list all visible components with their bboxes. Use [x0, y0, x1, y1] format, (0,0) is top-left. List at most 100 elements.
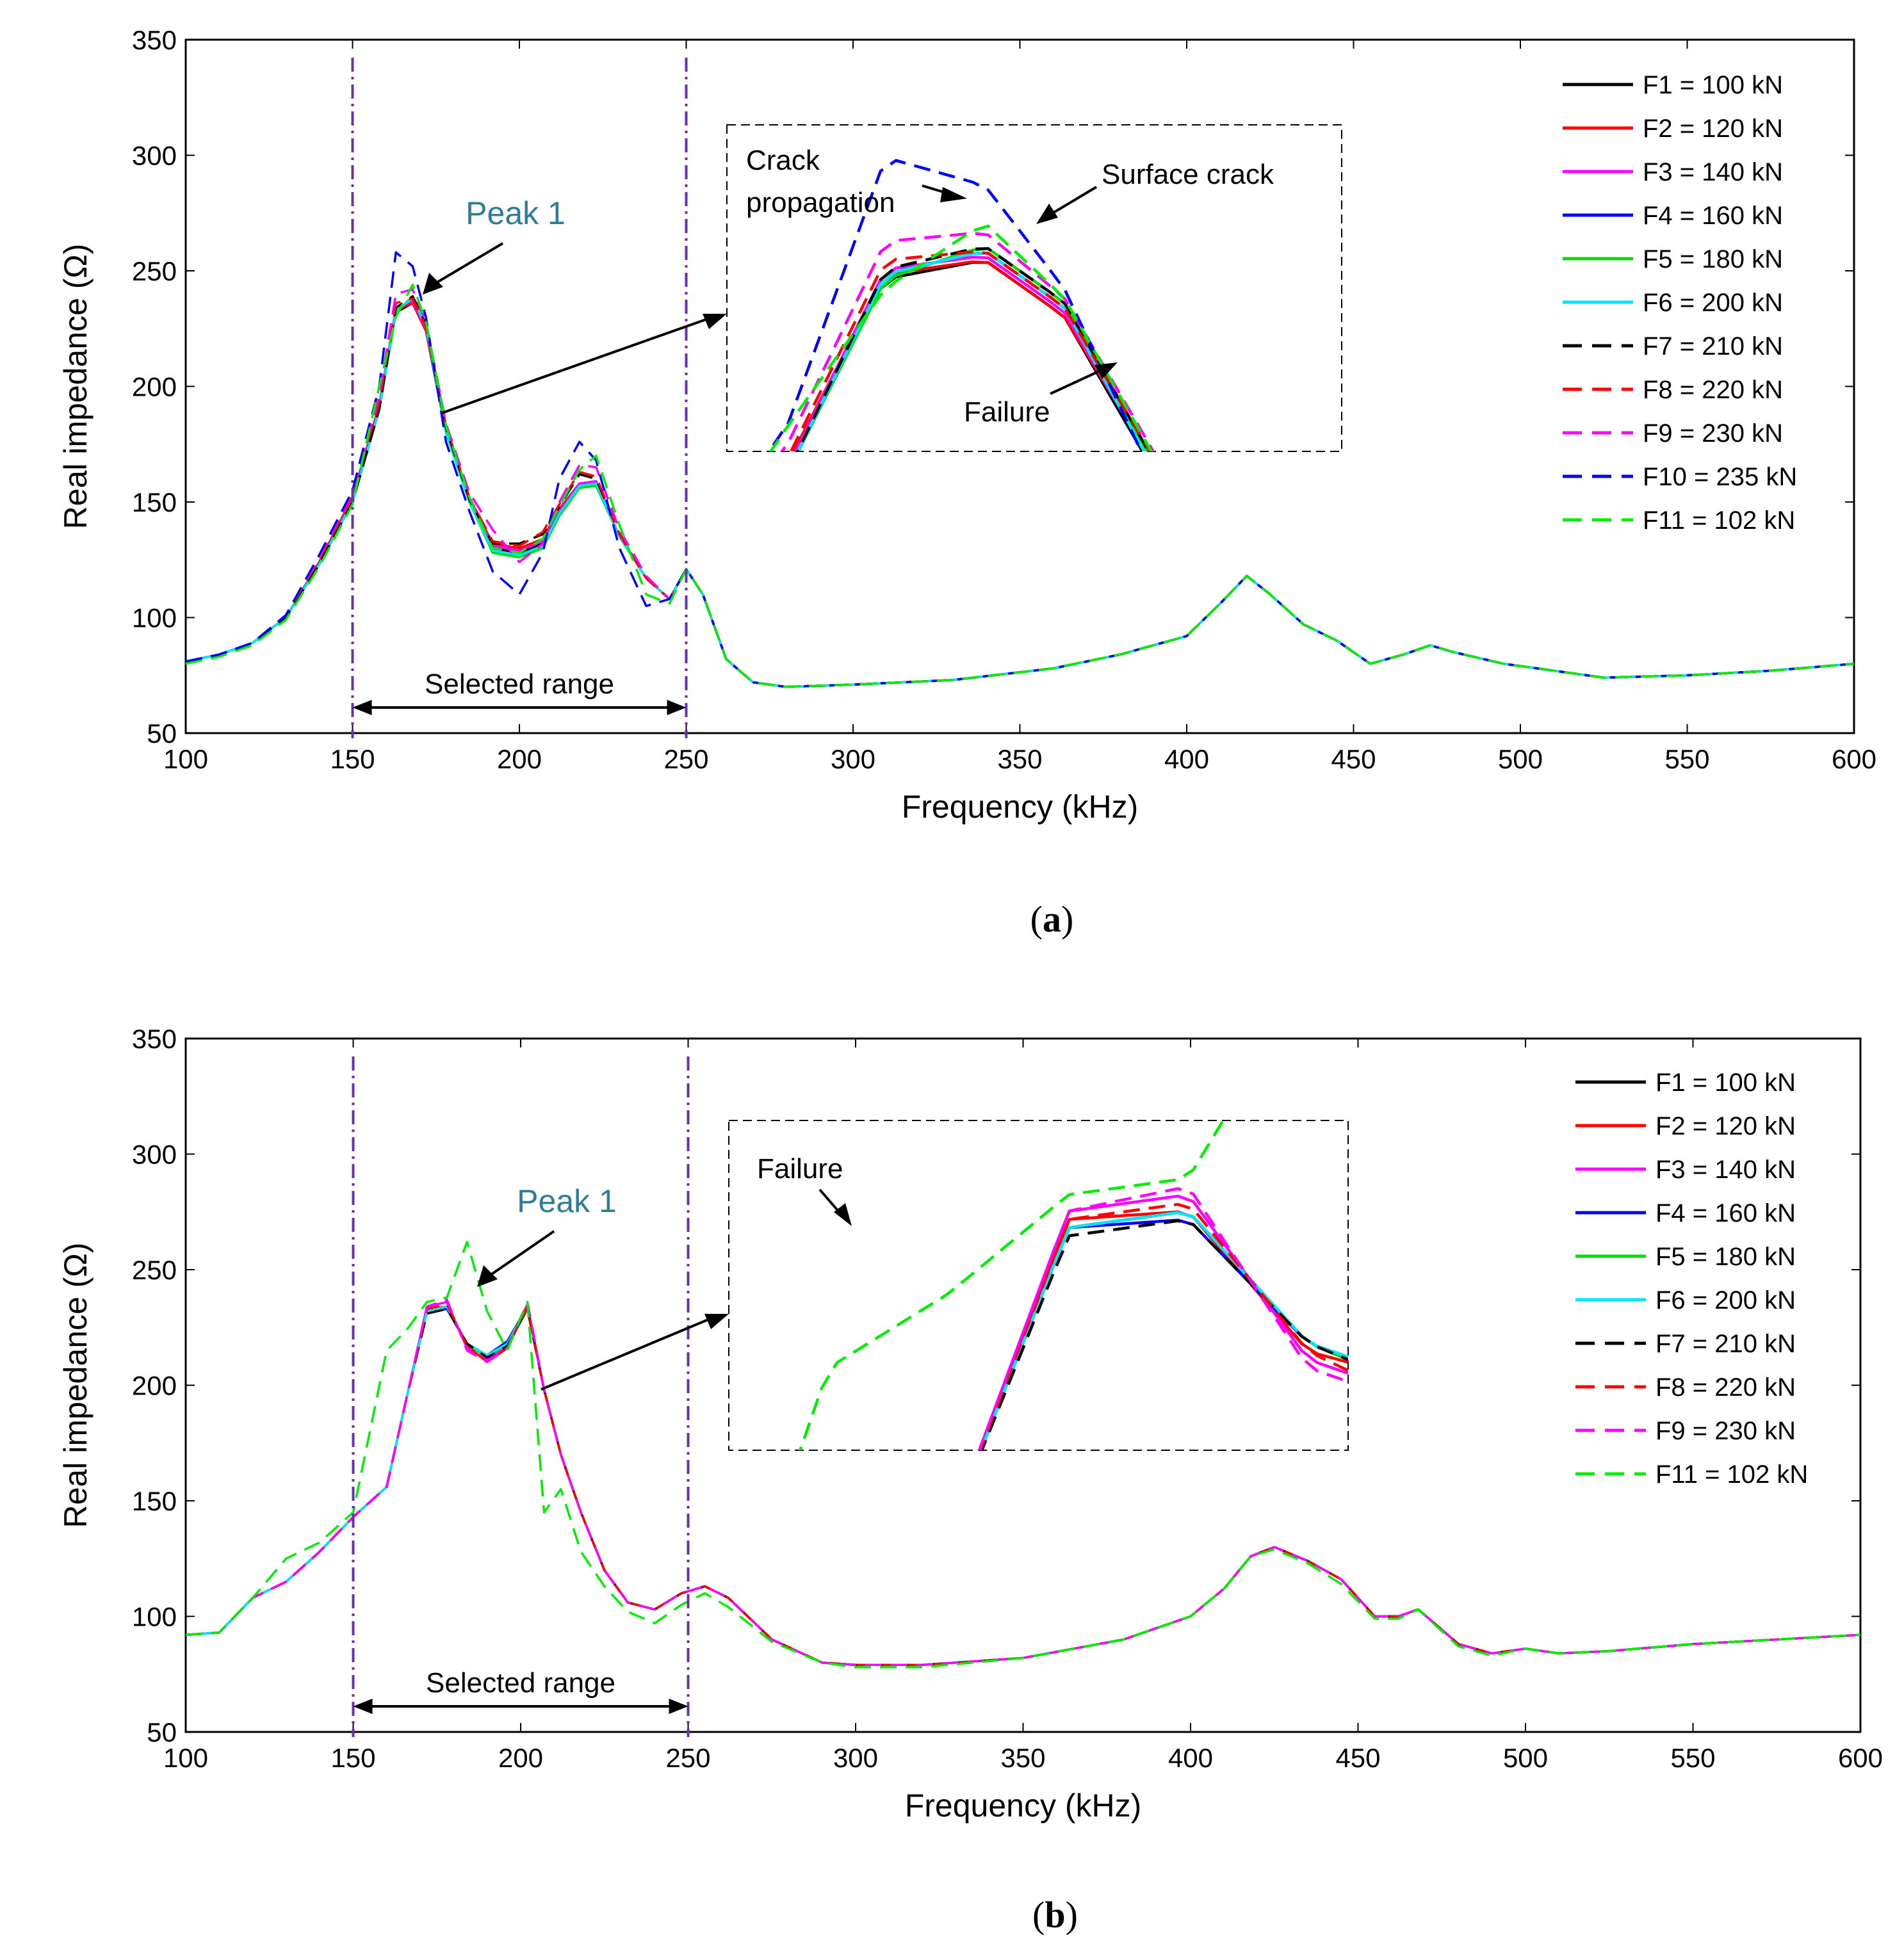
legend-label: F5 = 180 kN — [1656, 1243, 1796, 1271]
series-group — [186, 251, 1854, 688]
inset-series-line — [769, 224, 1153, 451]
caption-paren: ( — [1032, 1894, 1045, 1936]
annotation-failure: Failure — [964, 396, 1050, 428]
legend-label: F1 = 100 kN — [1643, 71, 1783, 99]
x-tick-label: 350 — [1000, 1743, 1045, 1773]
x-tick-label: 450 — [1331, 744, 1376, 774]
zoom-arrow — [541, 1318, 710, 1391]
x-tick-label: 400 — [1168, 1743, 1213, 1773]
caption-paren: ( — [1030, 898, 1043, 940]
legend-label: F8 = 220 kN — [1643, 376, 1783, 404]
inset-series-line — [980, 1219, 1348, 1450]
inset-series-line — [796, 247, 1149, 451]
series-line — [186, 1306, 1860, 1667]
inset-series-line — [792, 260, 1148, 451]
series-line — [186, 302, 1854, 688]
inset-series-line — [793, 255, 1147, 451]
y-tick-label: 100 — [132, 603, 177, 633]
caption-paren: ) — [1066, 1894, 1078, 1936]
peak-label: Peak 1 — [517, 1183, 617, 1219]
y-axis-label: Real impedance (Ω) — [58, 1243, 94, 1528]
annotation-arrowhead — [1036, 204, 1058, 224]
x-tick-label: 300 — [831, 744, 875, 774]
x-axis-label: Frequency (kHz) — [905, 1788, 1142, 1824]
inset-series-line — [799, 1120, 1225, 1450]
x-tick-label: 600 — [1838, 1743, 1883, 1773]
selected-range-arrowhead — [669, 1699, 688, 1714]
series-line — [186, 302, 1854, 688]
series-line — [186, 297, 1854, 688]
y-tick-label: 300 — [132, 1140, 177, 1170]
y-tick-label: 250 — [132, 1255, 177, 1285]
peak-arrow — [430, 242, 504, 287]
series-line — [186, 1306, 1860, 1667]
x-tick-label: 250 — [663, 744, 708, 774]
x-tick-label: 500 — [1503, 1743, 1548, 1773]
annotation-arrowhead — [1094, 362, 1118, 379]
y-tick-label: 100 — [132, 1602, 177, 1632]
panel-b: 100 150 200 250 300 350 400 450 500 550 6005010015… — [58, 1024, 1883, 1936]
x-tick-label: 250 — [665, 1743, 710, 1773]
series-line — [186, 297, 1854, 688]
x-tick-label: 550 — [1670, 1743, 1715, 1773]
caption-letter: a — [1043, 898, 1061, 940]
legend-label: F2 = 120 kN — [1643, 115, 1783, 143]
x-axis-label: Frequency (kHz) — [902, 789, 1139, 825]
y-tick-label: 300 — [132, 141, 177, 171]
inset-series-line — [796, 252, 1148, 451]
series-group — [186, 1240, 1860, 1669]
series-line — [186, 295, 1854, 688]
caption-paren: ) — [1061, 898, 1073, 940]
zoom-arrowhead — [703, 314, 727, 329]
legend-label: F4 = 160 kN — [1643, 202, 1783, 230]
series-line — [186, 1303, 1860, 1667]
series-line — [186, 251, 1854, 688]
y-tick-label: 200 — [132, 1371, 177, 1401]
legend-label: F9 = 230 kN — [1643, 419, 1783, 448]
x-tick-label: 100 — [163, 744, 208, 774]
annotation-line: propagation — [746, 187, 895, 218]
x-tick-label: 500 — [1498, 744, 1543, 774]
x-tick-label: 350 — [997, 744, 1042, 774]
annotation-surface-crack: Surface crack — [1102, 159, 1274, 190]
series-line — [186, 1300, 1860, 1667]
x-tick-label: 150 — [330, 744, 375, 774]
legend-label: F1 = 100 kN — [1656, 1069, 1796, 1097]
selected-range-arrowhead — [352, 700, 372, 715]
annotation-arrow — [1049, 186, 1098, 216]
panel-caption: (b) — [1032, 1894, 1078, 1936]
legend-label: F8 = 220 kN — [1656, 1373, 1796, 1402]
series-line — [186, 1298, 1860, 1667]
x-tick-label: 200 — [497, 744, 542, 774]
inset-series-group — [767, 159, 1155, 451]
series-line — [186, 297, 1854, 688]
zoom-arrowhead — [704, 1314, 729, 1329]
annotation-line: Crack — [746, 145, 820, 176]
inset-series-group — [799, 1120, 1348, 1450]
series-line — [186, 1306, 1860, 1667]
peak-arrowhead — [423, 273, 443, 295]
legend-label: F3 = 140 kN — [1656, 1156, 1796, 1184]
inset-box — [728, 1120, 1349, 1451]
x-tick-label: 200 — [498, 1743, 543, 1773]
legend-label: F7 = 210 kN — [1643, 332, 1783, 360]
inset-series-line — [796, 261, 1144, 451]
peak-arrowhead — [477, 1265, 498, 1287]
y-axis-label: Real impedance (Ω) — [58, 244, 94, 530]
peak-label: Peak 1 — [466, 195, 566, 231]
panel-a: 100 150 200 250 300 350 400 450 500 550 6005010015… — [58, 25, 1876, 940]
annotation-crack-propagation: Crack propagation — [746, 145, 895, 218]
legend-label: F9 = 230 kN — [1656, 1417, 1796, 1445]
x-tick-label: 150 — [330, 1743, 375, 1773]
inset-series-line — [767, 159, 1143, 451]
x-tick-label: 600 — [1832, 744, 1876, 774]
inset-series-line — [796, 252, 1146, 451]
y-tick-label: 350 — [132, 1024, 177, 1054]
series-line — [186, 288, 1854, 688]
annotation-arrow — [818, 1188, 842, 1215]
caption-letter: b — [1045, 1894, 1065, 1936]
annotation-failure: Failure — [757, 1153, 843, 1185]
inset-series-line — [795, 247, 1151, 451]
inset-series-line — [779, 232, 1155, 451]
x-tick-label: 100 — [163, 1743, 208, 1773]
